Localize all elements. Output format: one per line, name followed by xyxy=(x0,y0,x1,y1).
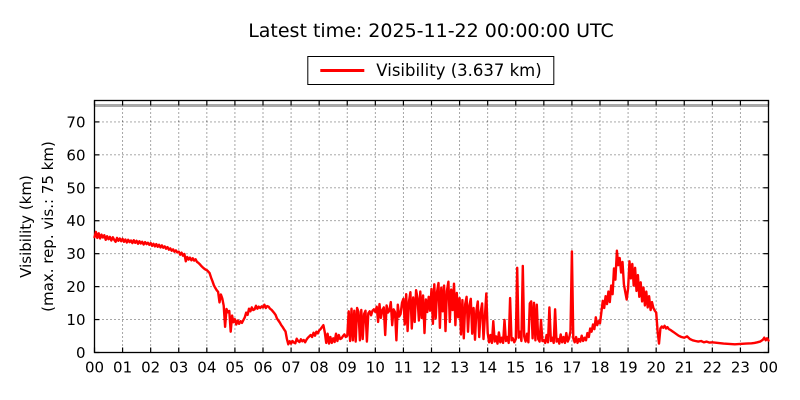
y-axis-label-line1: Visibility (km) xyxy=(17,175,35,278)
x-tick-label: 04 xyxy=(197,359,216,377)
x-tick-label: 17 xyxy=(562,359,581,377)
x-tick-label: 18 xyxy=(590,359,609,377)
x-tick-label: 20 xyxy=(647,359,666,377)
x-tick-label: 00 xyxy=(759,359,778,377)
x-tick-label: 19 xyxy=(619,359,638,377)
x-tick-label: 21 xyxy=(675,359,694,377)
x-tick-label: 02 xyxy=(141,359,160,377)
x-tick-label: 13 xyxy=(450,359,469,377)
legend-line-sample xyxy=(320,69,365,72)
x-tick-label: 12 xyxy=(422,359,441,377)
x-tick-label: 06 xyxy=(253,359,272,377)
y-tick-label: 10 xyxy=(66,311,85,329)
axes-frame xyxy=(93,99,770,354)
y-tick-label: 50 xyxy=(66,179,85,197)
x-tick-label: 15 xyxy=(506,359,525,377)
x-tick-label: 14 xyxy=(478,359,497,377)
y-tick-label: 60 xyxy=(66,146,85,164)
x-tick-label: 01 xyxy=(113,359,132,377)
x-tick-label: 10 xyxy=(366,359,385,377)
x-tick-label: 16 xyxy=(534,359,553,377)
y-tick-label: 40 xyxy=(66,212,85,230)
x-tick-label: 09 xyxy=(338,359,357,377)
x-tick-label: 08 xyxy=(310,359,329,377)
legend-label: Visibility (3.637 km) xyxy=(376,61,542,80)
x-tick-label: 07 xyxy=(282,359,301,377)
x-tick-label: 11 xyxy=(394,359,413,377)
x-tick-label: 22 xyxy=(703,359,722,377)
y-tick-label: 70 xyxy=(66,113,85,131)
x-tick-label: 23 xyxy=(731,359,750,377)
y-tick-label: 20 xyxy=(66,278,85,296)
x-tick-label: 03 xyxy=(169,359,188,377)
chart-title: Latest time: 2025-11-22 00:00:00 UTC xyxy=(248,20,614,42)
visibility-line xyxy=(93,230,770,346)
y-tick-label: 30 xyxy=(66,245,85,263)
x-tick-label: 00 xyxy=(85,359,104,377)
y-axis-label-line2: (max. rep. vis.: 75 km) xyxy=(39,141,57,312)
y-tick-label: 0 xyxy=(76,344,86,362)
legend: Visibility (3.637 km) xyxy=(307,56,555,85)
x-tick-label: 05 xyxy=(225,359,244,377)
